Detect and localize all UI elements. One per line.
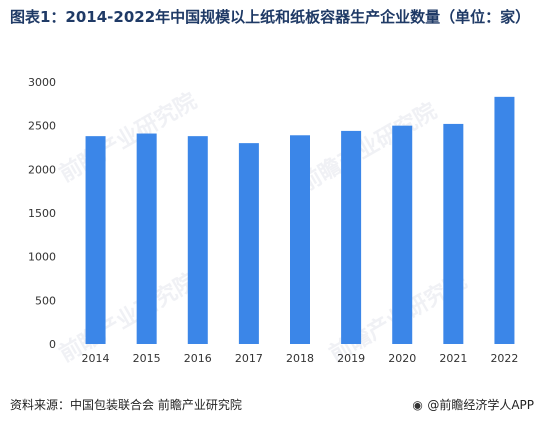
bar-2017 xyxy=(238,143,259,344)
x-tick-label-2020: 2020 xyxy=(388,352,416,365)
y-tick-label-5: 2500 xyxy=(28,120,56,133)
y-axis: 0 500 1000 1500 2000 2500 3000 xyxy=(28,76,56,351)
bar-2020 xyxy=(392,125,413,345)
y-tick-label-4: 2000 xyxy=(28,163,56,176)
x-tick-label-2021: 2021 xyxy=(439,352,467,365)
chart-title: 图表1：2014-2022年中国规模以上纸和纸板容器生产企业数量（单位：家） xyxy=(10,8,531,26)
x-tick-label-2018: 2018 xyxy=(286,352,314,365)
weibo-icon: ◉ xyxy=(412,397,423,412)
y-tick-label-1: 500 xyxy=(35,294,56,307)
x-tick-label-2017: 2017 xyxy=(235,352,263,365)
brand: ◉ @前瞻经济学人APP xyxy=(412,396,534,413)
brand-text: @前瞻经济学人APP xyxy=(427,398,534,412)
bar-2016 xyxy=(187,136,208,344)
bar-2021 xyxy=(443,123,464,344)
bar-2018 xyxy=(290,135,310,344)
x-axis: 2014 2015 2016 2017 2018 2019 2020 2021 2022 xyxy=(82,352,519,365)
bar-2022 xyxy=(494,96,515,344)
bar-2014 xyxy=(85,136,106,344)
y-tick-label-3: 1500 xyxy=(28,207,56,220)
x-tick-label-2016: 2016 xyxy=(184,352,212,365)
y-tick-label-0: 0 xyxy=(49,338,56,351)
source-text: 资料来源：中国包装联合会 前瞻产业研究院 xyxy=(10,398,242,412)
x-tick-label-2015: 2015 xyxy=(133,352,161,365)
y-tick-label-6: 3000 xyxy=(28,76,56,89)
y-tick-label-2: 1000 xyxy=(28,251,56,264)
footer: 资料来源：中国包装联合会 前瞻产业研究院 ◉ @前瞻经济学人APP xyxy=(0,390,546,418)
bars xyxy=(85,96,515,345)
bar-2019 xyxy=(341,130,362,344)
bar-2015 xyxy=(136,133,157,344)
x-tick-label-2022: 2022 xyxy=(490,352,518,365)
x-tick-label-2019: 2019 xyxy=(337,352,365,365)
x-tick-label-2014: 2014 xyxy=(82,352,110,365)
